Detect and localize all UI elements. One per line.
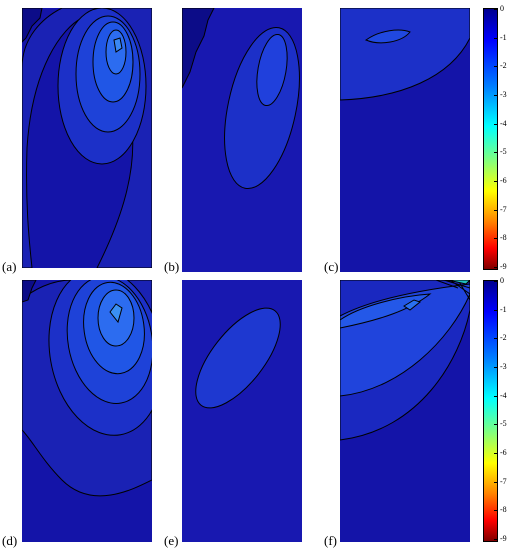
- colorbar-bottom: [483, 280, 498, 542]
- plot-panel-d: [22, 280, 152, 542]
- colorbar-tick-label: -8: [500, 505, 507, 515]
- panel-label-b: (b): [164, 259, 180, 274]
- colorbar-tick-mark: [494, 424, 497, 426]
- panel-label-e: (e): [164, 533, 179, 548]
- colorbar-tick-mark: [494, 453, 497, 454]
- colorbar-tick-mark: [494, 281, 497, 282]
- contour-level-6: [113, 37, 123, 53]
- contour-level-6: [109, 303, 123, 324]
- colorbar-tick-mark: [494, 123, 497, 125]
- colorbar-tick-label: -4: [500, 118, 507, 128]
- colorbar-tick-label: -6: [500, 176, 507, 185]
- colorbar-tick-mark: [494, 181, 497, 182]
- colorbar-tick-label: -1: [500, 304, 507, 314]
- colorbar-tick-label: -9: [500, 262, 507, 271]
- colorbar-tick-mark: [494, 238, 497, 240]
- colorbar-tick-label: 0: [500, 4, 504, 13]
- colorbar-tick-label: -3: [500, 362, 507, 371]
- plot-panel-c: [340, 8, 470, 272]
- corner-dark-region: [22, 8, 43, 43]
- colorbar-tick-label: -7: [500, 476, 507, 486]
- panel-label-f: (f): [324, 533, 337, 548]
- colorbar-top: [483, 8, 498, 270]
- corner-dark-region: [182, 8, 215, 89]
- colorbar-tick-label: -3: [500, 90, 507, 99]
- colorbar-tick-label: -5: [500, 147, 507, 157]
- colorbar-tick-label: -8: [500, 233, 507, 243]
- plot-panel-b: [182, 8, 302, 272]
- corner-dark-region: [22, 280, 37, 303]
- colorbar-tick-mark: [494, 309, 497, 311]
- contour-level-1: [340, 8, 470, 101]
- contour-level-4: [403, 299, 422, 311]
- colorbar-tick-label: 0: [500, 276, 504, 285]
- colorbar-tick-label: -2: [500, 333, 507, 343]
- colorbar-tick-label: -7: [500, 204, 507, 214]
- contour-level-5: [447, 280, 470, 285]
- panel-label-c: (c): [324, 259, 339, 274]
- contour-level-2: [364, 29, 411, 44]
- colorbar-tick-mark: [494, 539, 497, 540]
- colorbar-tick-mark: [494, 367, 497, 368]
- colorbar-tick-mark: [494, 66, 497, 68]
- contour-plot-e: [182, 280, 302, 542]
- colorbar-tick-mark: [494, 37, 497, 39]
- contour-plot-f: [340, 280, 470, 542]
- panel-label-a: (a): [2, 259, 17, 274]
- colorbar-tick-mark: [494, 481, 497, 483]
- contour-plot-c: [340, 8, 470, 272]
- colorbar-tick-mark: [494, 267, 497, 268]
- colorbar-tick-label: -5: [500, 419, 507, 429]
- plot-panel-e: [182, 280, 302, 542]
- panel-label-d: (d): [2, 533, 18, 548]
- colorbar-tick-label: -9: [500, 534, 507, 543]
- contour-level-2: [256, 33, 288, 107]
- plot-panel-a: [22, 8, 152, 268]
- contour-level-1: [195, 307, 281, 409]
- colorbar-tick-mark: [494, 209, 497, 211]
- contour-plot-a: [22, 8, 152, 268]
- colorbar-tick-label: -2: [500, 61, 507, 71]
- plot-panel-f: [340, 280, 470, 542]
- colorbar-tick-mark: [494, 338, 497, 340]
- colorbar-tick-label: -4: [500, 390, 507, 400]
- contour-level-3: [340, 293, 432, 329]
- colorbar-tick-mark: [494, 395, 497, 397]
- colorbar-tick-mark: [494, 95, 497, 96]
- colorbar-tick-label: -6: [500, 448, 507, 457]
- colorbar-tick-mark: [494, 152, 497, 154]
- colorbar-tick-mark: [494, 510, 497, 512]
- contour-plot-b: [182, 8, 302, 272]
- colorbar-tick-mark: [494, 9, 497, 10]
- colorbar-tick-label: -1: [500, 32, 507, 42]
- contour-plot-d: [22, 280, 152, 542]
